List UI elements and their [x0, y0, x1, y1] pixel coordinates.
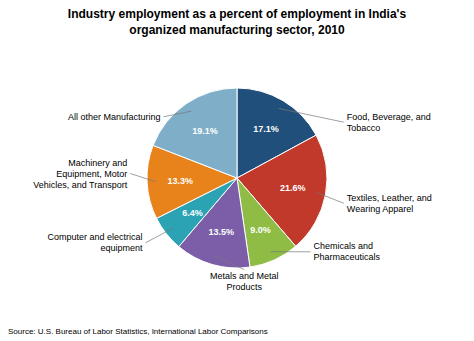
category-label: Chemicals andPharmaceuticals [314, 241, 381, 262]
connector [164, 111, 192, 117]
connector [278, 108, 343, 122]
data-label: 6.4% [182, 208, 203, 218]
data-label: 21.6% [280, 183, 306, 193]
title: Industry employment as a percent of empl… [68, 7, 407, 37]
connector [271, 251, 311, 252]
data-label: 13.5% [209, 227, 235, 237]
connector [317, 193, 344, 204]
category-label: Textiles, Leather, andWearing Apparel [347, 193, 432, 214]
data-label: 13.3% [168, 176, 194, 186]
connector [215, 256, 245, 270]
category-label: Machinery andEquipment, MotorVehicles, a… [33, 158, 128, 190]
pie [147, 88, 327, 268]
slice [153, 88, 237, 178]
category-label: Metals and MetalProducts [210, 271, 279, 292]
chart: Industry employment as a percent of empl… [0, 0, 474, 341]
category-label: Computer and electricalequipment [47, 232, 143, 253]
category-label: Food, Beverage, andTobacco [347, 112, 431, 133]
connector [146, 228, 174, 243]
slice [237, 135, 327, 246]
labels: 17.1% 21.6% 9.0% 13.5% 6.4% 13.3% 19.1% Food, B… [33, 108, 432, 292]
data-label: 9.0% [250, 225, 271, 235]
category-label: All other Manufacturing [68, 112, 161, 122]
data-label: 17.1% [253, 124, 279, 134]
data-label: 19.1% [192, 126, 218, 136]
connector [130, 174, 156, 182]
source-note: Source: U.S. Bureau of Labor Statistics,… [8, 327, 268, 336]
